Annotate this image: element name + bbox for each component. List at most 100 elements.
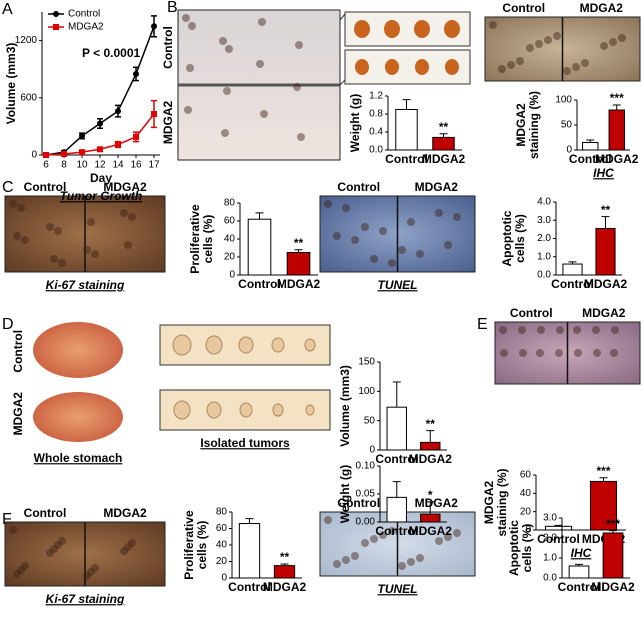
cell [13,232,21,240]
image-label: MDGA2 [103,180,147,194]
x-tick-label: MDGA2 [584,277,628,291]
cell [58,259,66,267]
error-bar [402,99,411,110]
cell [444,241,452,249]
y-tick-label: 50 [561,120,573,131]
x-tick-label: MDGA2 [409,452,453,466]
error-bar [392,381,401,408]
panel-letter: C [2,179,14,196]
cell [91,250,99,258]
cell [581,59,589,67]
error-bar [601,216,610,229]
cell [13,570,21,578]
cell [124,543,132,551]
cell [120,209,128,217]
error-bar [392,481,401,498]
cell [398,246,406,254]
image-label: Control [502,1,545,15]
y-tick-label: 1.0 [537,251,551,262]
tumor [304,338,316,352]
cell [260,110,268,118]
cell [258,18,266,26]
cell [416,554,424,562]
x-tick-label: 17 [148,160,160,171]
cell [499,326,507,334]
panel-letter: B [167,0,178,16]
cell [555,349,563,357]
y-tick-label: 2.0 [543,533,557,544]
cell [182,14,190,22]
x-tick-label: MDGA2 [422,152,466,166]
y-tick-label: 40 [520,488,532,499]
point [61,151,67,158]
image-label: Control [24,180,67,194]
cell [453,213,461,221]
cell [128,539,136,547]
y-tick-label: 100 [555,95,572,106]
cell [219,37,227,45]
x-tick-label: Control [569,152,612,166]
cell [489,21,497,29]
significance: *** [606,517,620,531]
image-label: Control [11,330,25,373]
cell [407,558,415,566]
cell [609,38,617,46]
y-axis-label: Volume (mm3) [4,43,18,125]
x-tick-label: MDGA2 [263,580,307,594]
point [151,111,157,118]
bar [589,480,618,531]
x-tick-label: 12 [94,160,106,171]
image-caption: Ki-67 staining [46,278,125,292]
cell [128,213,136,221]
cell [537,326,545,334]
y-tick-label: 0 [31,150,37,161]
cell [333,560,341,568]
image-label: MDGA2 [161,101,175,145]
y-tick-label: 0.4 [369,127,383,138]
cell [293,83,301,91]
significance: * [428,488,433,502]
cell [120,547,128,555]
error-bar [612,104,621,110]
y-tick-label: 1200 [15,35,38,46]
cell [535,40,543,48]
y-tick-label: 20 [520,506,532,517]
image-label: MDGA2 [582,306,626,320]
x-tick-label: MDGA2 [409,524,453,538]
cell [435,537,443,545]
x-tick-label: MDGA2 [591,580,635,594]
y-axis-label: Apoptotic [507,520,521,576]
y-tick-label: 50 [364,415,376,426]
cell [444,533,452,541]
panel-letter: E [477,316,488,333]
cell [498,65,506,73]
cell [370,535,378,543]
cell [58,537,66,545]
x-tick-label: Control [551,277,594,291]
panel-letter: D [2,316,14,333]
cell [453,529,461,537]
cell [50,545,58,553]
y-tick-label: 40 [224,234,236,245]
error-bar [599,477,608,482]
bar [247,218,272,276]
image-label: Control [337,496,380,510]
bar [568,565,590,579]
x-tick-label: 16 [130,160,142,171]
cell [297,133,305,141]
bar [273,565,296,579]
bar [238,523,261,579]
error-bar [426,501,435,515]
y-tick-label: 80 [224,198,236,209]
cell [188,22,196,30]
cell [46,549,54,557]
cell [87,218,95,226]
stomach-photo [33,322,123,378]
cell [342,204,350,212]
cell [592,326,600,334]
annotation: P < 0.0001 [82,46,140,60]
x-tick-label: Control [375,452,418,466]
bar [608,109,625,151]
bar [432,136,455,151]
bar [544,525,573,531]
